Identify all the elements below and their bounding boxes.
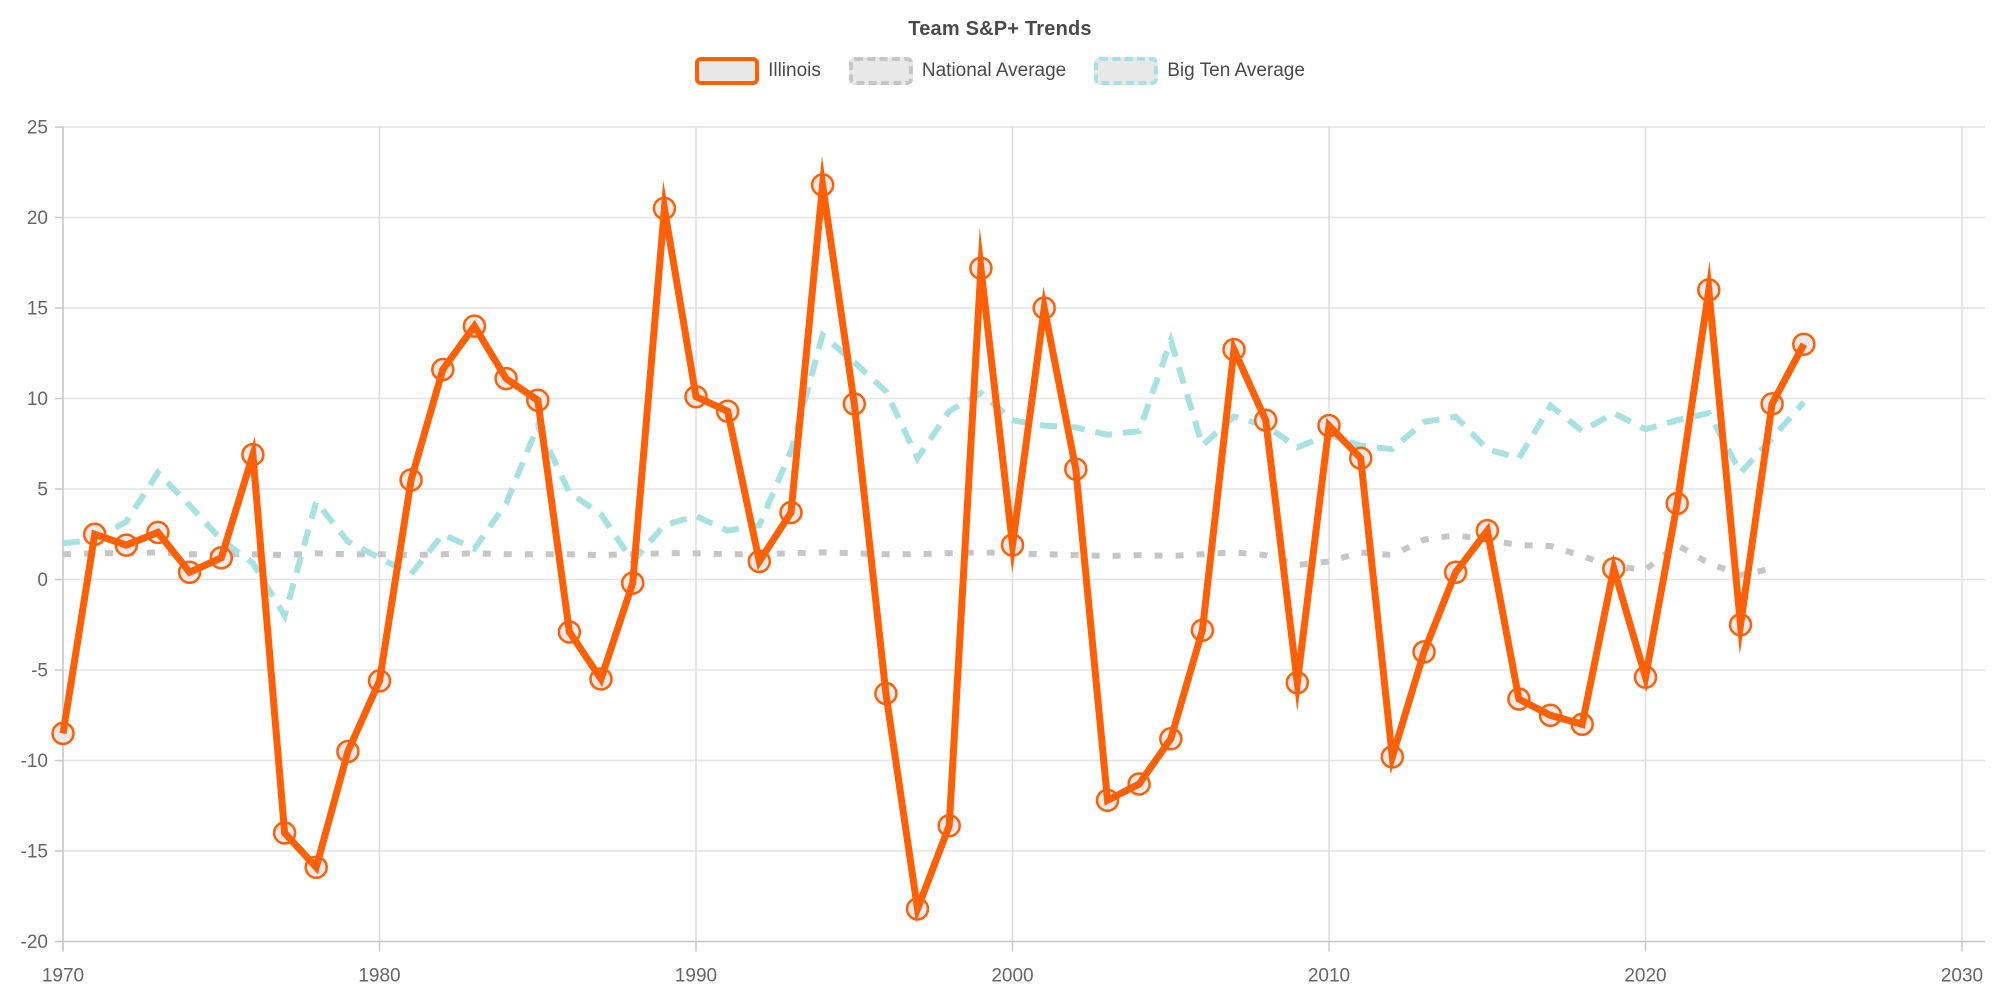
y-tick-label: 5 xyxy=(37,480,48,501)
x-tick-label: 1970 xyxy=(42,966,84,987)
legend-label-big-ten-average: Big Ten Average xyxy=(1167,60,1305,81)
x-tick-label: 2020 xyxy=(1624,966,1666,987)
y-tick-label: -5 xyxy=(31,661,48,682)
legend: Illinois National Average Big Ten Averag… xyxy=(0,57,2000,85)
chart-title: Team S&P+ Trends xyxy=(908,18,1092,40)
x-tick-label: 2030 xyxy=(1941,966,1983,987)
y-tick-label: -15 xyxy=(21,842,48,863)
y-tick-label: 0 xyxy=(37,570,48,591)
y-tick-label: 25 xyxy=(27,118,48,139)
y-tick-label: -10 xyxy=(21,751,48,772)
axes xyxy=(55,126,1985,952)
legend-swatch-big-ten-average xyxy=(1094,57,1159,85)
x-tick-label: 2010 xyxy=(1308,966,1350,987)
x-tick-label: 2000 xyxy=(991,966,1033,987)
legend-item-national-average[interactable]: National Average xyxy=(848,57,1067,85)
legend-item-illinois[interactable]: Illinois xyxy=(695,57,821,85)
gridlines xyxy=(62,126,1985,943)
legend-item-big-ten-average[interactable]: Big Ten Average xyxy=(1094,57,1305,85)
x-tick-label: 1990 xyxy=(675,966,717,987)
legend-swatch-illinois xyxy=(695,57,760,85)
y-tick-label: -20 xyxy=(21,932,48,953)
x-tick-label: 1980 xyxy=(358,966,400,987)
y-tick-label: 15 xyxy=(27,299,48,320)
series-line-illinois xyxy=(59,155,1807,923)
series-line-big-ten-average xyxy=(62,329,1807,624)
legend-label-national-average: National Average xyxy=(921,60,1067,81)
y-tick-label: 20 xyxy=(27,208,48,229)
legend-swatch-national-average xyxy=(848,57,913,85)
series-line-national-average xyxy=(62,532,1773,579)
axis-tick-labels: 25 20 15 10 5 0 -5 -10 -15 -20 1970 1980 1990 2000 201… xyxy=(21,118,1984,987)
y-tick-label: 10 xyxy=(27,389,48,410)
legend-label-illinois: Illinois xyxy=(768,60,821,81)
